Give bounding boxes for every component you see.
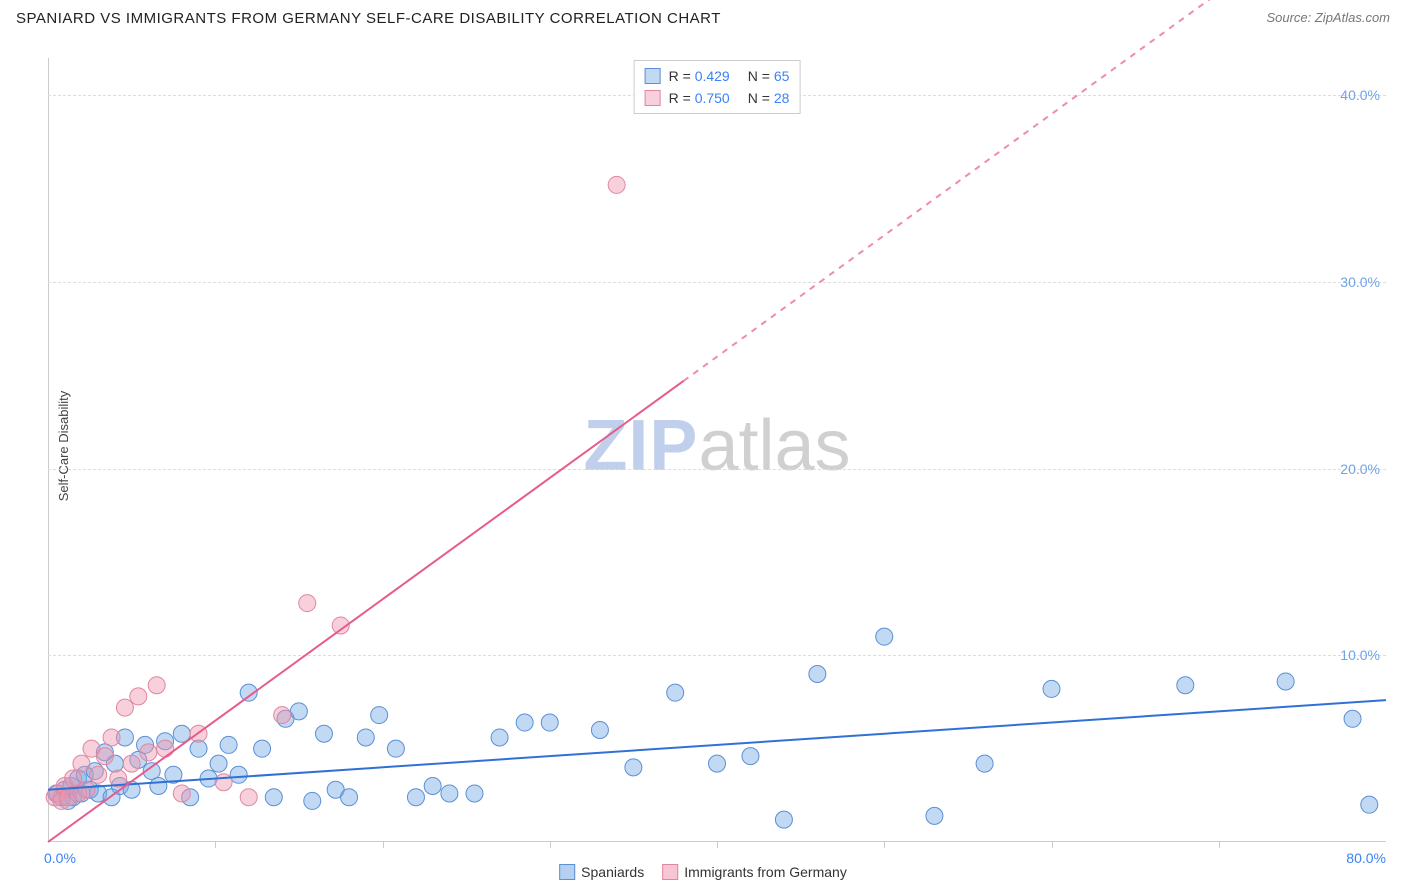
data-point [491,729,508,746]
data-point [315,725,332,742]
data-point [274,707,291,724]
data-point [926,807,943,824]
x-tick-label: 80.0% [1346,850,1386,866]
data-point [150,778,167,795]
data-point [387,740,404,757]
data-point [130,688,147,705]
data-point [254,740,271,757]
data-point [709,755,726,772]
x-tick-mark [215,842,216,848]
regression-line-solid [48,381,684,842]
data-point [466,785,483,802]
data-point [357,729,374,746]
legend-item: Immigrants from Germany [662,864,847,880]
stat-r-label: R = 0.750 [669,90,730,106]
stat-n-label: N = 65 [748,68,790,84]
data-point [516,714,533,731]
y-tick-label: 40.0% [1340,87,1380,103]
y-tick-label: 10.0% [1340,647,1380,663]
data-point [73,755,90,772]
legend-swatch [662,864,678,880]
chart-area: ZIPatlas R = 0.429N = 65R = 0.750N = 28 … [48,58,1386,842]
data-point [541,714,558,731]
legend-row: R = 0.429 N = 65 [645,65,790,87]
x-tick-mark [1219,842,1220,848]
regression-line [48,700,1386,790]
data-point [173,785,190,802]
data-point [65,770,82,787]
data-point [809,666,826,683]
x-tick-mark [884,842,885,848]
data-point [96,748,113,765]
data-point [116,699,133,716]
legend-swatch [645,68,661,84]
data-point [341,789,358,806]
source-label: Source: ZipAtlas.com [1266,10,1390,25]
regression-line-dashed [684,0,1386,381]
data-point [220,736,237,753]
data-point [1361,796,1378,813]
data-point [140,744,157,761]
data-point [608,176,625,193]
data-point [1043,680,1060,697]
data-point [424,778,441,795]
data-point [876,628,893,645]
data-point [407,789,424,806]
data-point [1277,673,1294,690]
correlation-legend: R = 0.429 N = 65 R = 0.750 N = 28 [634,60,801,114]
data-point [290,703,307,720]
y-tick-label: 30.0% [1340,274,1380,290]
legend-row: R = 0.750 N = 28 [645,87,790,109]
data-point [667,684,684,701]
x-tick-label: 0.0% [44,850,76,866]
data-point [742,748,759,765]
stat-r-label: R = 0.429 [669,68,730,84]
series-legend: Spaniards Immigrants from Germany [559,864,847,880]
data-point [265,789,282,806]
data-point [1344,710,1361,727]
data-point [230,766,247,783]
data-point [123,755,140,772]
x-tick-mark [717,842,718,848]
data-point [240,789,257,806]
data-point [1177,677,1194,694]
stat-n-label: N = 28 [748,90,790,106]
data-point [775,811,792,828]
plot-svg [48,58,1386,842]
chart-title: SPANIARD VS IMMIGRANTS FROM GERMANY SELF… [16,10,721,27]
data-point [625,759,642,776]
data-point [103,729,120,746]
data-point [148,677,165,694]
x-tick-mark [1052,842,1053,848]
legend-label: Spaniards [581,864,644,880]
data-point [210,755,227,772]
x-tick-mark [383,842,384,848]
legend-item: Spaniards [559,864,644,880]
data-point [299,595,316,612]
data-point [371,707,388,724]
data-point [78,781,95,798]
data-point [591,722,608,739]
y-tick-label: 20.0% [1340,461,1380,477]
data-point [90,766,107,783]
data-point [215,774,232,791]
data-point [304,792,321,809]
data-point [976,755,993,772]
data-point [441,785,458,802]
legend-swatch [559,864,575,880]
legend-label: Immigrants from Germany [684,864,847,880]
legend-swatch [645,90,661,106]
data-point [157,740,174,757]
x-tick-mark [550,842,551,848]
